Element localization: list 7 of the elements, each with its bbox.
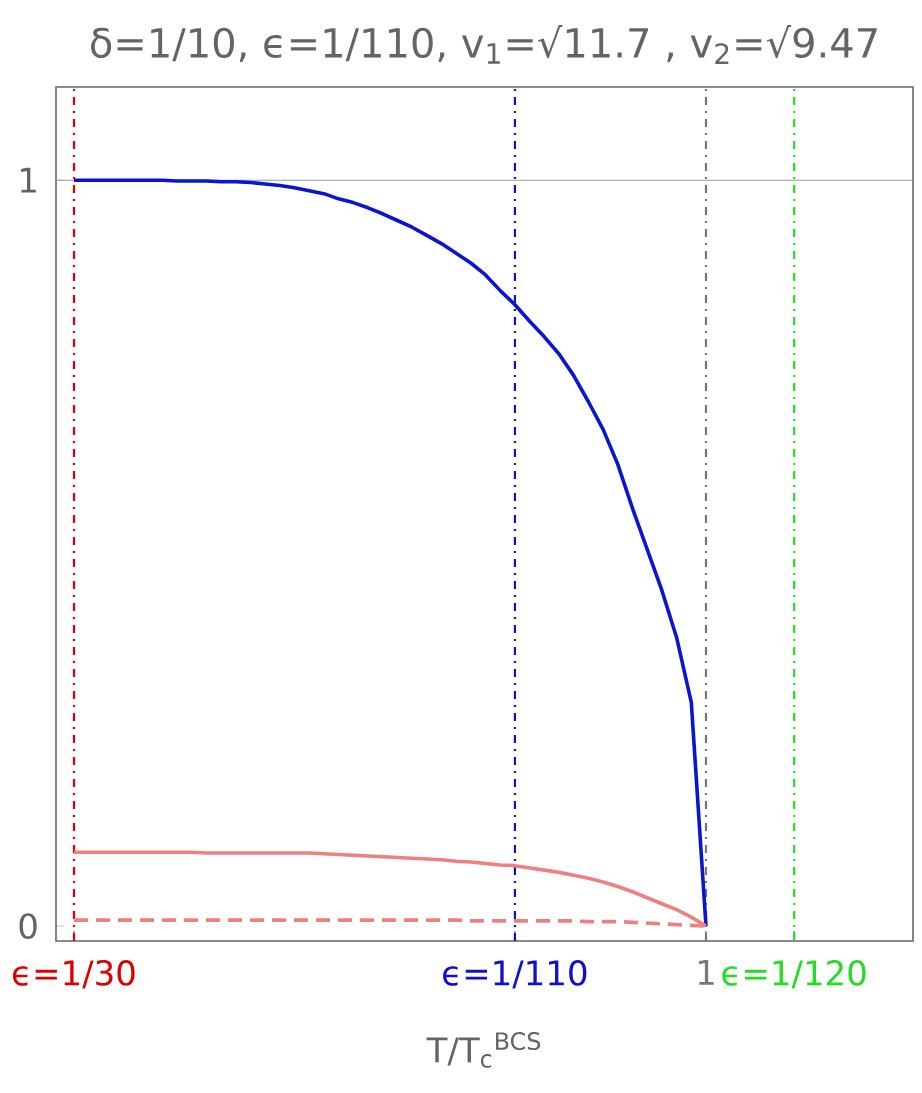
x-tick-label: ϵ=1/120	[722, 960, 866, 989]
x-tick-label: 1	[698, 960, 714, 985]
y-tick-label: 0	[19, 913, 37, 939]
chart-title: δ=1/10, ϵ=1/110, v$_{1}$=√11.7 , v$_{2}$=√9.47	[91, 25, 877, 64]
x-tick-label: ϵ=1/110	[443, 960, 587, 989]
x-axis-title: T/T$_{c}$BCS	[426, 1032, 541, 1068]
x-tick-label: ϵ=1/30	[13, 960, 135, 989]
